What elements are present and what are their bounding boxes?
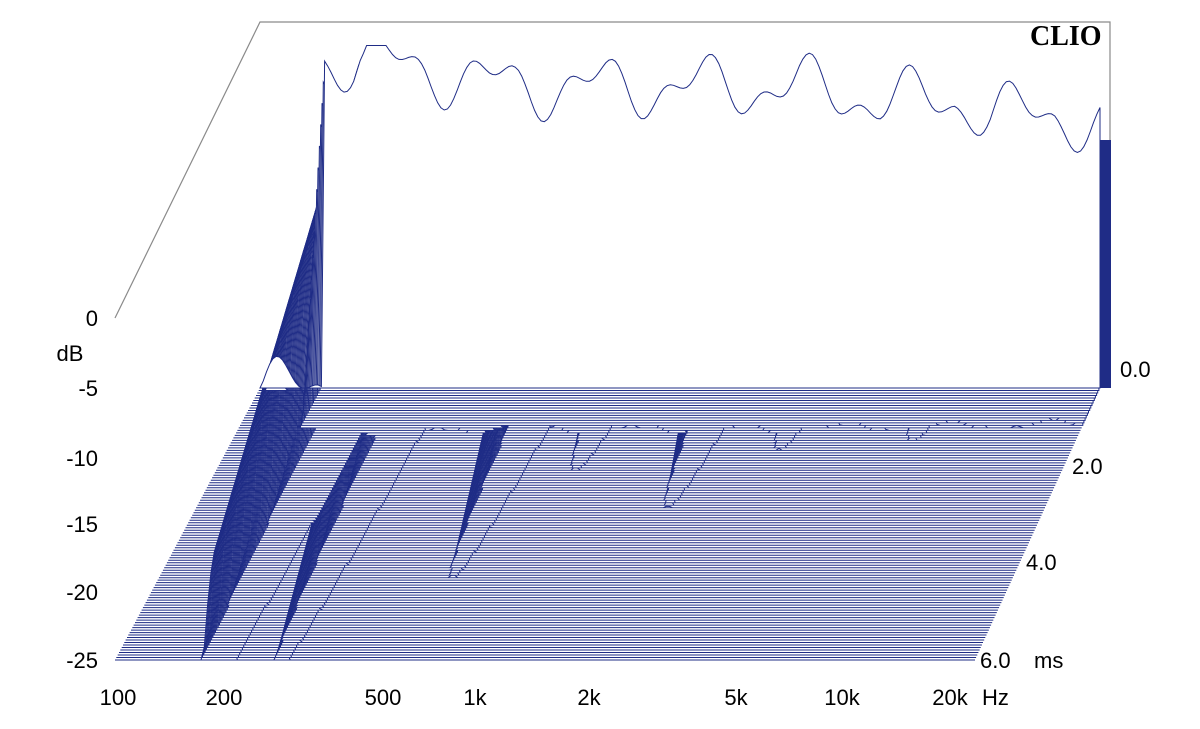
decay-slice <box>148 430 1004 599</box>
decay-slice <box>127 501 986 638</box>
decay-slice <box>140 457 997 614</box>
x-tick-label: 5k <box>724 685 748 710</box>
decay-slice <box>138 461 996 616</box>
y-tick-label: -20 <box>66 580 98 605</box>
time-tick-label: 0.0 <box>1120 357 1151 382</box>
decay-slice <box>150 421 1006 594</box>
decay-slice <box>129 492 988 634</box>
y-tick-label: 0 <box>86 306 98 331</box>
y-tick-label: -5 <box>78 376 98 401</box>
x-axis-ticks: 100 200 500 1k 2k 5k 10k 20k Hz <box>100 685 1009 710</box>
decay-slice <box>136 470 994 621</box>
y-axis-unit: dB <box>57 341 84 366</box>
time-axis-ticks: 0.0 2.0 4.0 6.0 ms <box>980 357 1151 673</box>
y-tick-label: -15 <box>66 512 98 537</box>
decay-slice <box>121 519 981 648</box>
decay-slices <box>115 45 1101 661</box>
decay-slice <box>119 528 979 653</box>
time-axis-unit: ms <box>1034 648 1063 673</box>
decay-slice <box>144 444 1001 606</box>
x-tick-label: 500 <box>365 685 402 710</box>
decay-slice <box>131 488 989 631</box>
x-tick-label: 10k <box>824 685 860 710</box>
x-tick-label: 200 <box>206 685 243 710</box>
y-tick-label: -10 <box>66 446 98 471</box>
decay-slice <box>116 536 977 658</box>
decay-slice <box>259 45 1101 389</box>
y-tick-label: -25 <box>66 648 98 673</box>
decay-slice <box>137 466 995 619</box>
decay-slice <box>117 532 978 656</box>
decay-slice <box>132 483 990 629</box>
decay-slice <box>135 475 993 624</box>
time-tick-label: 4.0 <box>1026 550 1057 575</box>
decay-slice <box>124 510 983 643</box>
brand-label: CLIO <box>1030 21 1102 52</box>
decay-slice <box>115 541 975 661</box>
decay-slice <box>142 448 1000 609</box>
decay-slice <box>125 505 985 641</box>
decay-slice <box>141 452 998 611</box>
x-tick-label: 100 <box>100 685 137 710</box>
decay-slice <box>149 426 1005 596</box>
decay-slice <box>146 435 1003 601</box>
decay-slice <box>145 439 1002 604</box>
decay-slice <box>152 417 1008 591</box>
time-zero-marker <box>1100 140 1111 388</box>
time-tick-label: 2.0 <box>1072 454 1103 479</box>
x-tick-label: 2k <box>577 685 601 710</box>
time-tick-label: 6.0 <box>980 648 1011 673</box>
x-axis-unit: Hz <box>982 685 1009 710</box>
decay-slice <box>133 479 992 626</box>
x-tick-label: 20k <box>932 685 968 710</box>
decay-slice <box>120 523 980 651</box>
decay-slice <box>128 497 987 636</box>
y-axis-ticks: 0 -5 -10 -15 -20 -25 dB <box>57 306 98 673</box>
x-tick-label: 1k <box>463 685 487 710</box>
decay-slice <box>123 514 982 646</box>
